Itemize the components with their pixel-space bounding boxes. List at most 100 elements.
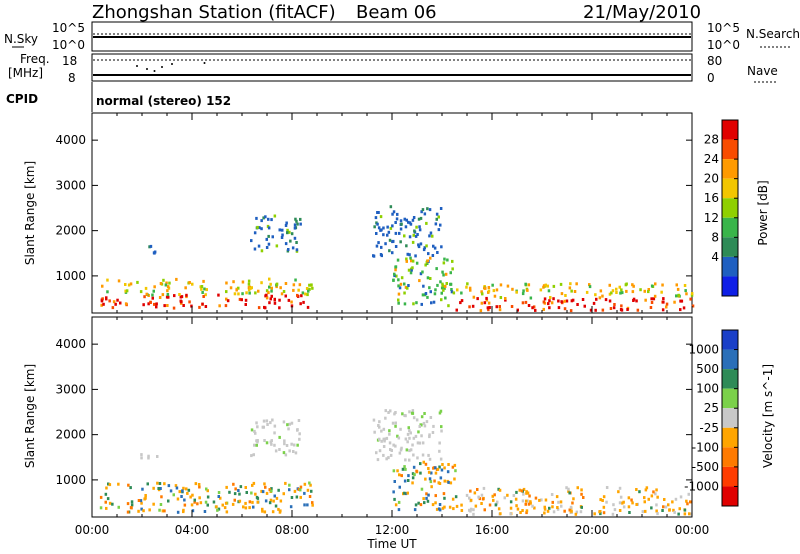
- range-cell: [247, 282, 251, 286]
- range-cell: [295, 495, 299, 499]
- range-cell: [516, 507, 520, 511]
- colorbar-tick-label: 28: [704, 133, 719, 147]
- range-cell: [172, 493, 175, 497]
- range-cell: [415, 301, 418, 305]
- range-cell: [570, 289, 573, 293]
- range-cell: [399, 448, 403, 452]
- range-cell: [278, 448, 281, 451]
- range-cell: [241, 280, 245, 284]
- range-cell: [405, 259, 408, 263]
- range-cell: [257, 289, 260, 293]
- range-cell: [433, 292, 437, 296]
- range-cell: [100, 299, 104, 303]
- range-cell: [430, 471, 433, 475]
- range-cell: [106, 497, 110, 501]
- range-cell: [161, 509, 165, 513]
- range-cell: [273, 214, 277, 218]
- range-cell: [260, 219, 263, 223]
- range-cell: [411, 443, 414, 447]
- range-cell: [111, 502, 114, 506]
- range-cell: [442, 288, 445, 292]
- range-cell: [621, 291, 624, 295]
- range-cell: [394, 265, 398, 269]
- range-cell: [260, 281, 263, 285]
- range-cell: [398, 231, 401, 235]
- range-cell: [105, 506, 108, 510]
- range-cell: [260, 249, 264, 253]
- range-cell: [431, 254, 435, 257]
- range-cell: [373, 225, 376, 229]
- range-cell: [294, 278, 297, 282]
- range-cell: [284, 224, 288, 227]
- range-cell: [418, 225, 421, 229]
- range-cell: [453, 477, 456, 481]
- range-cell: [580, 505, 583, 509]
- range-cell: [412, 302, 415, 306]
- range-cell: [265, 419, 269, 423]
- range-cell: [385, 436, 389, 440]
- range-cell: [543, 297, 547, 301]
- range-cell: [534, 496, 538, 500]
- range-cell: [142, 303, 145, 307]
- range-cell: [293, 236, 297, 240]
- range-cell: [374, 216, 378, 220]
- xtick-label: 04:00: [175, 523, 210, 537]
- range-cell: [384, 242, 387, 246]
- range-cell: [421, 270, 424, 274]
- range-cell: [568, 286, 572, 290]
- range-cell: [105, 297, 108, 301]
- range-cell: [644, 298, 647, 302]
- range-cell: [167, 286, 171, 290]
- range-cell: [203, 510, 207, 513]
- velocity-colorbar-label: Velocity [m s^-1]: [761, 364, 775, 468]
- range-cell: [472, 508, 475, 512]
- range-cell: [671, 500, 674, 504]
- range-cell: [542, 284, 546, 288]
- range-cell: [306, 488, 310, 492]
- range-cell: [248, 506, 251, 510]
- range-cell: [270, 218, 273, 222]
- range-cell: [252, 453, 255, 457]
- range-cell: [427, 493, 430, 497]
- range-cell: [618, 486, 622, 490]
- range-cell: [451, 267, 454, 271]
- range-cell: [404, 492, 408, 496]
- range-cell: [447, 304, 450, 308]
- range-cell: [278, 435, 281, 439]
- range-cell: [394, 231, 398, 235]
- range-cell: [216, 508, 219, 512]
- range-cell: [531, 306, 534, 310]
- range-cell: [524, 300, 528, 304]
- range-cell: [181, 489, 184, 493]
- range-cell: [399, 427, 402, 431]
- range-cell: [431, 503, 435, 507]
- range-cell: [225, 485, 228, 489]
- range-cell: [176, 497, 180, 501]
- range-cell: [250, 286, 253, 290]
- range-cell: [392, 239, 395, 243]
- range-cell: [182, 304, 185, 307]
- range-cell: [526, 491, 530, 495]
- range-cell: [248, 500, 252, 504]
- range-cell: [140, 453, 143, 457]
- range-cell: [159, 282, 163, 285]
- colorbar-tick-label: 25: [704, 401, 719, 415]
- range-cell: [197, 483, 201, 486]
- range-cell: [656, 512, 659, 516]
- range-cell: [415, 418, 419, 422]
- range-cell: [206, 489, 209, 493]
- range-cell: [529, 500, 532, 504]
- range-cell: [165, 281, 168, 285]
- range-cell: [609, 307, 613, 310]
- range-cell: [420, 434, 423, 438]
- range-cell: [504, 297, 507, 300]
- nsearch-label: N.Search: [746, 27, 800, 41]
- range-cell: [166, 285, 170, 289]
- range-cell: [481, 292, 484, 296]
- range-cell: [408, 410, 411, 414]
- range-cell: [264, 485, 267, 489]
- nave-dip-dot: [203, 62, 206, 64]
- range-cell: [161, 293, 165, 297]
- range-cell: [148, 245, 151, 249]
- range-cell: [418, 279, 421, 283]
